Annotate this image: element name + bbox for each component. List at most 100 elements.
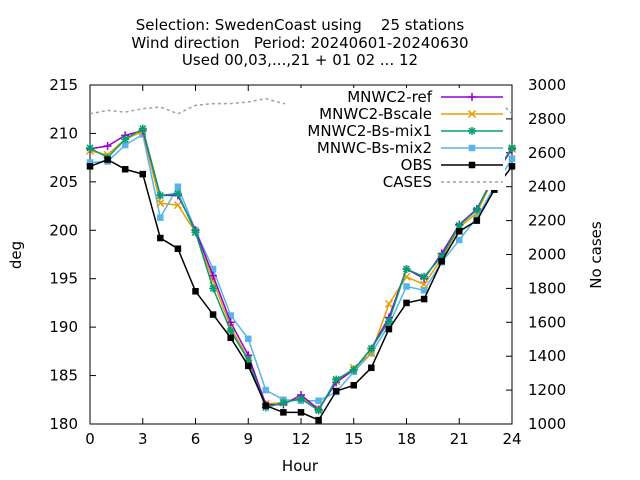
series-obs xyxy=(86,156,516,424)
data-point xyxy=(332,387,340,395)
data-point xyxy=(226,327,235,336)
y2-tick-label: 3000 xyxy=(528,76,566,94)
data-point xyxy=(139,170,146,178)
data-point xyxy=(385,325,393,333)
legend-marker xyxy=(468,127,476,135)
legend-entry-mnwc2-bs-mix1: MNWC2-Bs-mix1 xyxy=(285,122,505,140)
y2-tick-label: 2000 xyxy=(528,246,566,264)
y-tick-label: 210 xyxy=(49,124,78,142)
data-point xyxy=(350,382,357,389)
legend-bg xyxy=(285,105,505,122)
data-point xyxy=(403,299,410,307)
series-mnwc2-bs-mix1 xyxy=(86,124,516,415)
data-point xyxy=(367,344,376,353)
y-tick-label: 185 xyxy=(49,367,78,385)
legend-entry-mnwc2-bscale: MNWC2-Bscale xyxy=(285,105,505,123)
axes: 0 3 6 9 12 15 18 21 24 180 185 190 195 200 205 210 215 10… xyxy=(49,76,566,448)
y2-tick-label: 1200 xyxy=(528,381,566,399)
data-point xyxy=(456,236,463,244)
data-point xyxy=(420,272,429,281)
data-point xyxy=(384,317,393,326)
data-point xyxy=(368,364,375,372)
x-tick-label: 3 xyxy=(138,430,148,448)
data-point xyxy=(209,284,218,293)
y-tick-label: 180 xyxy=(49,415,78,433)
data-point xyxy=(297,409,305,416)
legend-marker xyxy=(468,144,476,152)
data-point xyxy=(332,375,341,384)
data-point xyxy=(420,287,428,294)
y-tick-label: 190 xyxy=(49,318,78,336)
y2-tick-label: 2600 xyxy=(528,144,566,162)
y2-tick-label: 2400 xyxy=(528,178,566,196)
data-point xyxy=(297,394,305,403)
data-point xyxy=(86,163,94,170)
data-point xyxy=(420,280,429,289)
legend-label: MNWC2-ref xyxy=(347,88,432,106)
legend-bg xyxy=(285,139,505,156)
data-point xyxy=(157,234,164,242)
x-tick-label: 21 xyxy=(450,430,469,448)
data-point xyxy=(174,245,182,252)
x-tick-label: 0 xyxy=(85,430,95,448)
y2-tick-label: 1800 xyxy=(528,279,566,297)
data-point xyxy=(280,409,287,416)
legend-entry-cases: CASES xyxy=(285,173,505,191)
legend-label: MNWC2-Bs-mix1 xyxy=(307,122,432,140)
legend-bg xyxy=(285,122,505,139)
data-point xyxy=(403,283,410,290)
y2-tick-label: 1600 xyxy=(528,313,566,331)
data-point xyxy=(104,156,111,163)
legend-marker xyxy=(468,161,476,169)
x-tick-label: 15 xyxy=(344,430,363,448)
y2-tick-label: 2200 xyxy=(528,212,566,230)
x-tick-label: 12 xyxy=(291,430,310,448)
legend-label: MNWC2-Bscale xyxy=(319,105,432,123)
legend-entry-mnwc-bs-mix2: MNWC-Bs-mix2 xyxy=(285,139,505,157)
data-point xyxy=(456,228,463,235)
data-point xyxy=(437,252,446,261)
data-point xyxy=(508,143,516,152)
data-point xyxy=(138,124,147,133)
data-point xyxy=(209,271,218,280)
data-point xyxy=(244,356,253,365)
y-tick-label: 205 xyxy=(49,173,78,191)
data-point xyxy=(420,295,428,303)
legend-entry-obs: OBS xyxy=(285,156,505,174)
data-point xyxy=(227,334,234,342)
y2-tick-label: 1000 xyxy=(528,415,566,433)
data-point xyxy=(455,221,464,230)
data-point xyxy=(349,365,358,374)
data-point xyxy=(508,155,516,162)
legend-label: CASES xyxy=(383,173,432,191)
data-point xyxy=(86,143,94,152)
data-point xyxy=(121,135,130,144)
legend-bg xyxy=(285,156,505,173)
x-tick-label: 6 xyxy=(191,430,201,448)
data-point xyxy=(438,258,445,265)
x-tick-label: 18 xyxy=(397,430,416,448)
y2-tick-label: 1400 xyxy=(528,347,566,365)
legend-bg xyxy=(285,88,505,105)
data-point xyxy=(402,265,411,274)
x-tick-label: 9 xyxy=(243,430,253,448)
data-point xyxy=(192,288,199,295)
data-point xyxy=(314,406,323,415)
data-point xyxy=(209,311,217,318)
chart-title-line-1: Selection: SwedenCoast using 25 stations xyxy=(136,16,465,34)
data-point xyxy=(156,191,165,200)
data-point xyxy=(173,201,182,210)
data-point xyxy=(508,163,516,170)
data-point xyxy=(191,228,200,237)
data-point xyxy=(245,362,252,370)
data-point xyxy=(384,299,393,308)
data-point xyxy=(245,335,252,343)
legend-entry-mnwc2-ref: MNWC2-ref xyxy=(285,88,505,106)
legend-marker xyxy=(468,93,476,101)
y-axis-label: deg xyxy=(7,241,25,269)
legend: MNWC2-refMNWC2-BscaleMNWC2-Bs-mix1MNWC-B… xyxy=(285,88,505,191)
y2-tick-label: 2800 xyxy=(528,110,566,128)
legend-label: MNWC-Bs-mix2 xyxy=(317,139,432,157)
legend-label: OBS xyxy=(401,156,432,174)
